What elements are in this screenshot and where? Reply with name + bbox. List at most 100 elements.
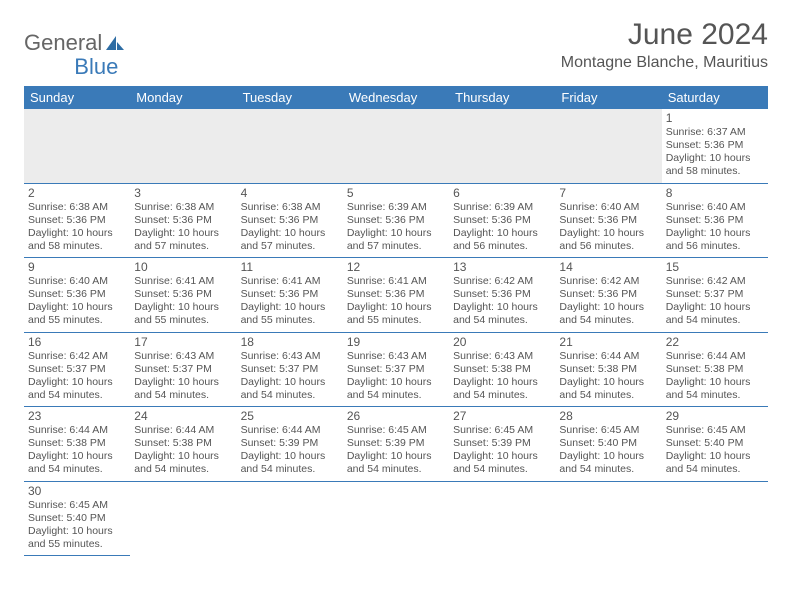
- daylight-text: Daylight: 10 hours and 54 minutes.: [666, 376, 764, 402]
- calendar-cell: 8Sunrise: 6:40 AMSunset: 5:36 PMDaylight…: [662, 183, 768, 258]
- calendar-cell: 27Sunrise: 6:45 AMSunset: 5:39 PMDayligh…: [449, 407, 555, 482]
- sunset-text: Sunset: 5:38 PM: [453, 363, 551, 376]
- sunset-text: Sunset: 5:36 PM: [28, 288, 126, 301]
- day-number: 26: [347, 409, 445, 424]
- sunrise-text: Sunrise: 6:44 AM: [666, 350, 764, 363]
- sunrise-text: Sunrise: 6:42 AM: [28, 350, 126, 363]
- calendar-cell: 20Sunrise: 6:43 AMSunset: 5:38 PMDayligh…: [449, 332, 555, 407]
- daylight-text: Daylight: 10 hours and 54 minutes.: [453, 450, 551, 476]
- sunset-text: Sunset: 5:36 PM: [453, 288, 551, 301]
- calendar-cell: 7Sunrise: 6:40 AMSunset: 5:36 PMDaylight…: [555, 183, 661, 258]
- day-number: 9: [28, 260, 126, 275]
- weekday-header: Saturday: [662, 86, 768, 109]
- day-number: 5: [347, 186, 445, 201]
- calendar-cell: 4Sunrise: 6:38 AMSunset: 5:36 PMDaylight…: [237, 183, 343, 258]
- day-number: 22: [666, 335, 764, 350]
- calendar-cell: 2Sunrise: 6:38 AMSunset: 5:36 PMDaylight…: [24, 183, 130, 258]
- daylight-text: Daylight: 10 hours and 54 minutes.: [347, 450, 445, 476]
- calendar-cell: [130, 109, 236, 183]
- logo-text-1: General: [24, 30, 102, 56]
- calendar-cell: 14Sunrise: 6:42 AMSunset: 5:36 PMDayligh…: [555, 258, 661, 333]
- daylight-text: Daylight: 10 hours and 55 minutes.: [28, 301, 126, 327]
- sunrise-text: Sunrise: 6:41 AM: [134, 275, 232, 288]
- sunrise-text: Sunrise: 6:43 AM: [453, 350, 551, 363]
- calendar-cell: 3Sunrise: 6:38 AMSunset: 5:36 PMDaylight…: [130, 183, 236, 258]
- calendar-cell: [237, 109, 343, 183]
- sunset-text: Sunset: 5:36 PM: [241, 288, 339, 301]
- sunset-text: Sunset: 5:36 PM: [134, 288, 232, 301]
- calendar-cell: [130, 481, 236, 556]
- sunset-text: Sunset: 5:38 PM: [28, 437, 126, 450]
- sunrise-text: Sunrise: 6:42 AM: [559, 275, 657, 288]
- day-number: 1: [666, 111, 764, 126]
- sunset-text: Sunset: 5:37 PM: [347, 363, 445, 376]
- day-number: 16: [28, 335, 126, 350]
- sunrise-text: Sunrise: 6:42 AM: [666, 275, 764, 288]
- calendar-cell: 12Sunrise: 6:41 AMSunset: 5:36 PMDayligh…: [343, 258, 449, 333]
- calendar-week-row: 1Sunrise: 6:37 AMSunset: 5:36 PMDaylight…: [24, 109, 768, 183]
- day-number: 2: [28, 186, 126, 201]
- weekday-header: Thursday: [449, 86, 555, 109]
- day-number: 11: [241, 260, 339, 275]
- daylight-text: Daylight: 10 hours and 54 minutes.: [28, 376, 126, 402]
- calendar-cell: 9Sunrise: 6:40 AMSunset: 5:36 PMDaylight…: [24, 258, 130, 333]
- logo: General: [24, 18, 126, 56]
- sunset-text: Sunset: 5:37 PM: [666, 288, 764, 301]
- daylight-text: Daylight: 10 hours and 55 minutes.: [241, 301, 339, 327]
- sunrise-text: Sunrise: 6:45 AM: [347, 424, 445, 437]
- calendar-cell: [555, 109, 661, 183]
- day-number: 30: [28, 484, 126, 499]
- calendar-cell: 17Sunrise: 6:43 AMSunset: 5:37 PMDayligh…: [130, 332, 236, 407]
- sunrise-text: Sunrise: 6:44 AM: [28, 424, 126, 437]
- sunrise-text: Sunrise: 6:38 AM: [28, 201, 126, 214]
- day-number: 28: [559, 409, 657, 424]
- daylight-text: Daylight: 10 hours and 54 minutes.: [134, 376, 232, 402]
- sunset-text: Sunset: 5:36 PM: [453, 214, 551, 227]
- day-number: 3: [134, 186, 232, 201]
- calendar-cell: [24, 109, 130, 183]
- calendar-cell: 28Sunrise: 6:45 AMSunset: 5:40 PMDayligh…: [555, 407, 661, 482]
- daylight-text: Daylight: 10 hours and 54 minutes.: [134, 450, 232, 476]
- sunrise-text: Sunrise: 6:45 AM: [559, 424, 657, 437]
- calendar-cell: 25Sunrise: 6:44 AMSunset: 5:39 PMDayligh…: [237, 407, 343, 482]
- daylight-text: Daylight: 10 hours and 55 minutes.: [28, 525, 126, 551]
- day-number: 6: [453, 186, 551, 201]
- daylight-text: Daylight: 10 hours and 54 minutes.: [241, 376, 339, 402]
- sunrise-text: Sunrise: 6:39 AM: [347, 201, 445, 214]
- calendar-cell: 22Sunrise: 6:44 AMSunset: 5:38 PMDayligh…: [662, 332, 768, 407]
- sunrise-text: Sunrise: 6:43 AM: [347, 350, 445, 363]
- calendar-cell: 30Sunrise: 6:45 AMSunset: 5:40 PMDayligh…: [24, 481, 130, 556]
- calendar-cell: 24Sunrise: 6:44 AMSunset: 5:38 PMDayligh…: [130, 407, 236, 482]
- day-number: 20: [453, 335, 551, 350]
- daylight-text: Daylight: 10 hours and 56 minutes.: [559, 227, 657, 253]
- sunset-text: Sunset: 5:39 PM: [347, 437, 445, 450]
- daylight-text: Daylight: 10 hours and 56 minutes.: [666, 227, 764, 253]
- calendar-week-row: 16Sunrise: 6:42 AMSunset: 5:37 PMDayligh…: [24, 332, 768, 407]
- calendar-cell: 13Sunrise: 6:42 AMSunset: 5:36 PMDayligh…: [449, 258, 555, 333]
- logo-text-2: Blue: [74, 54, 118, 80]
- sunset-text: Sunset: 5:36 PM: [241, 214, 339, 227]
- sunrise-text: Sunrise: 6:45 AM: [28, 499, 126, 512]
- calendar-cell: [343, 481, 449, 556]
- sunrise-text: Sunrise: 6:37 AM: [666, 126, 764, 139]
- sunset-text: Sunset: 5:40 PM: [28, 512, 126, 525]
- sunset-text: Sunset: 5:39 PM: [453, 437, 551, 450]
- daylight-text: Daylight: 10 hours and 54 minutes.: [347, 376, 445, 402]
- calendar-cell: [449, 481, 555, 556]
- daylight-text: Daylight: 10 hours and 56 minutes.: [453, 227, 551, 253]
- weekday-header: Friday: [555, 86, 661, 109]
- daylight-text: Daylight: 10 hours and 54 minutes.: [453, 376, 551, 402]
- sunrise-text: Sunrise: 6:39 AM: [453, 201, 551, 214]
- day-number: 15: [666, 260, 764, 275]
- calendar-cell: 29Sunrise: 6:45 AMSunset: 5:40 PMDayligh…: [662, 407, 768, 482]
- sunset-text: Sunset: 5:38 PM: [134, 437, 232, 450]
- day-number: 8: [666, 186, 764, 201]
- month-title: June 2024: [561, 18, 768, 52]
- day-number: 13: [453, 260, 551, 275]
- sunset-text: Sunset: 5:36 PM: [347, 288, 445, 301]
- day-number: 7: [559, 186, 657, 201]
- daylight-text: Daylight: 10 hours and 57 minutes.: [134, 227, 232, 253]
- daylight-text: Daylight: 10 hours and 54 minutes.: [28, 450, 126, 476]
- calendar-cell: [555, 481, 661, 556]
- calendar-cell: 1Sunrise: 6:37 AMSunset: 5:36 PMDaylight…: [662, 109, 768, 183]
